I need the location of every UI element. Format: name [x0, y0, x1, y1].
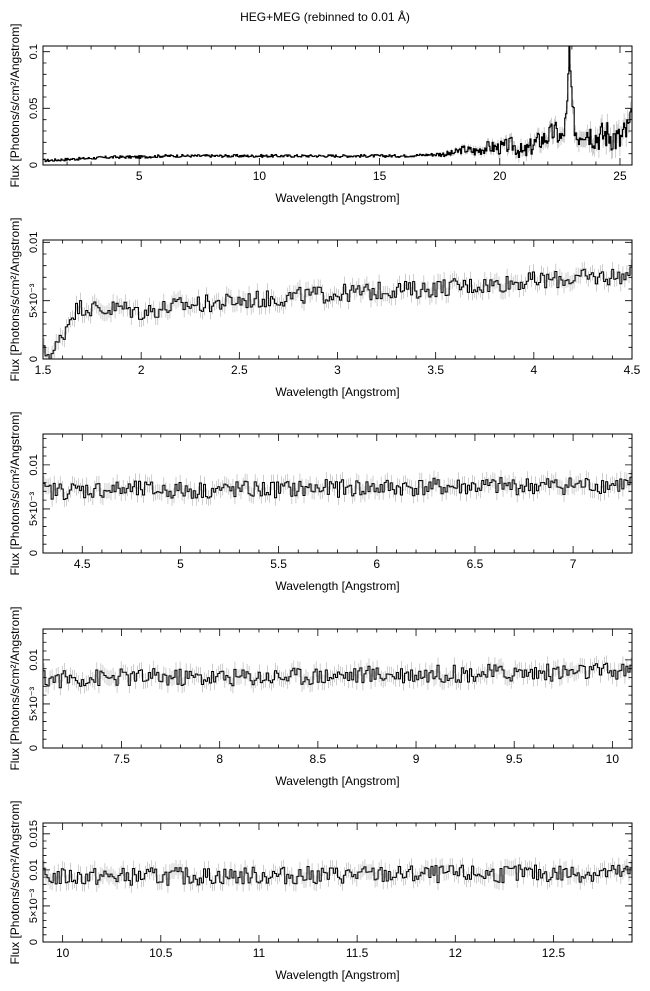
- data-group: [43, 857, 632, 893]
- x-tick-label: 1.5: [35, 363, 52, 377]
- x-tick-label: 11: [253, 946, 266, 960]
- x-tick-label: 8.5: [310, 752, 327, 766]
- x-axis-label: Wavelength [Angstrom]: [275, 968, 399, 982]
- chart-panel-3: 4.5 5 5.5 6 6.5 7 0 5×10⁻³ 0.01 Wavelength [Angst…: [8, 411, 633, 593]
- y-tick-label: 0.01: [28, 859, 40, 880]
- x-tick-label: 4: [530, 363, 537, 377]
- x-tick-label: 25: [613, 169, 627, 183]
- chart-panel-5: 10 10.5 11 11.5 12 12.5 0 5×10⁻³ 0.01 0.015 Wavele…: [8, 800, 633, 982]
- x-tick-label: 20: [493, 169, 507, 183]
- data-series-2: [43, 266, 632, 359]
- data-group: [43, 259, 632, 359]
- x-tick-label: 9: [413, 752, 420, 766]
- y-tick-label: 0.1: [28, 44, 40, 59]
- x-tick-label: 10: [253, 169, 267, 183]
- x-axis-label: Wavelength [Angstrom]: [275, 579, 399, 593]
- x-axis-label: Wavelength [Angstrom]: [275, 774, 399, 788]
- x-tick-label: 2: [138, 363, 145, 377]
- y-tick-label: 0: [28, 550, 40, 556]
- x-tick-label: 12: [449, 946, 463, 960]
- figure-title: HEG+MEG (rebinned to 0.01 Å): [240, 10, 410, 24]
- x-tick-label: 2.5: [231, 363, 248, 377]
- y-tick-label: 0.01: [28, 649, 40, 670]
- y-axis-label: Flux [Photons/s/cm²/Angstrom]: [8, 217, 22, 381]
- x-tick-label: 3.5: [427, 363, 444, 377]
- x-tick-label: 4.5: [74, 557, 91, 571]
- x-tick-label: 7: [570, 557, 577, 571]
- y-tick-label: 0.01: [28, 454, 40, 475]
- data-group: [43, 46, 632, 163]
- plot-frame: [42, 45, 633, 166]
- data-series-3: [43, 476, 632, 500]
- x-tick-label: 8: [216, 752, 223, 766]
- chart-panel-4: 7.5 8 8.5 9 9.5 10 0 5×10⁻³ 0.01 Wavelength [Angs…: [8, 606, 633, 788]
- x-tick-label: 9.5: [506, 752, 523, 766]
- chart-panel-1: 5 10 15 20 25 0 0.05 0.1 Wavelength [Angstrom] Fl…: [8, 23, 633, 205]
- y-tick-label: 0: [28, 356, 40, 362]
- y-axis-label: Flux [Photons/s/cm²/Angstrom]: [8, 800, 22, 964]
- x-tick-label: 11.5: [346, 946, 369, 960]
- x-tick-label: 5: [136, 169, 143, 183]
- x-tick-label: 10: [56, 946, 70, 960]
- x-tick-label: 12.5: [542, 946, 566, 960]
- y-tick-label: 5×10⁻³: [28, 686, 40, 721]
- x-tick-label: 3: [334, 363, 341, 377]
- x-tick-label: 5: [177, 557, 184, 571]
- plot-frame: [42, 628, 633, 749]
- y-axis-label: Flux [Photons/s/cm²/Angstrom]: [8, 23, 22, 187]
- y-tick-label: 0: [28, 939, 40, 945]
- y-tick-label: 5×10⁻³: [28, 491, 40, 526]
- plot-frame: [42, 239, 633, 360]
- y-tick-label: 5×10⁻³: [28, 888, 40, 923]
- axis-ticks: [42, 823, 633, 943]
- data-group: [43, 469, 632, 508]
- data-series-4: [43, 662, 632, 689]
- y-axis-label: Flux [Photons/s/cm²/Angstrom]: [8, 606, 22, 770]
- data-group: [43, 655, 632, 696]
- x-axis-label: Wavelength [Angstrom]: [275, 191, 399, 205]
- x-tick-label: 15: [373, 169, 387, 183]
- y-tick-label: 0.01: [28, 232, 40, 253]
- y-tick-label: 0.015: [28, 820, 40, 848]
- axis-ticks: [42, 46, 632, 166]
- axis-ticks: [42, 434, 633, 554]
- axis-ticks: [42, 240, 633, 360]
- axis-ticks: [42, 629, 633, 749]
- data-series-5: [43, 864, 632, 886]
- data-series-1: [43, 46, 632, 163]
- x-tick-label: 5.5: [270, 557, 287, 571]
- x-tick-label: 10.5: [149, 946, 173, 960]
- x-tick-label: 6.5: [467, 557, 484, 571]
- x-tick-label: 6: [373, 557, 380, 571]
- x-axis-label: Wavelength [Angstrom]: [275, 385, 399, 399]
- y-tick-label: 0: [28, 745, 40, 751]
- x-tick-label: 10: [606, 752, 620, 766]
- x-tick-label: 7.5: [113, 752, 130, 766]
- y-axis-label: Flux [Photons/s/cm²/Angstrom]: [8, 411, 22, 575]
- y-tick-label: 5×10⁻³: [28, 283, 40, 318]
- y-tick-label: 0: [28, 162, 40, 168]
- x-tick-label: 4.5: [624, 363, 641, 377]
- y-tick-label: 0.05: [28, 98, 40, 119]
- chart-panel-2: 1.5 2 2.5 3 3.5 4 4.5 0 5×10⁻³ 0.01 Wavelength [An…: [8, 217, 641, 399]
